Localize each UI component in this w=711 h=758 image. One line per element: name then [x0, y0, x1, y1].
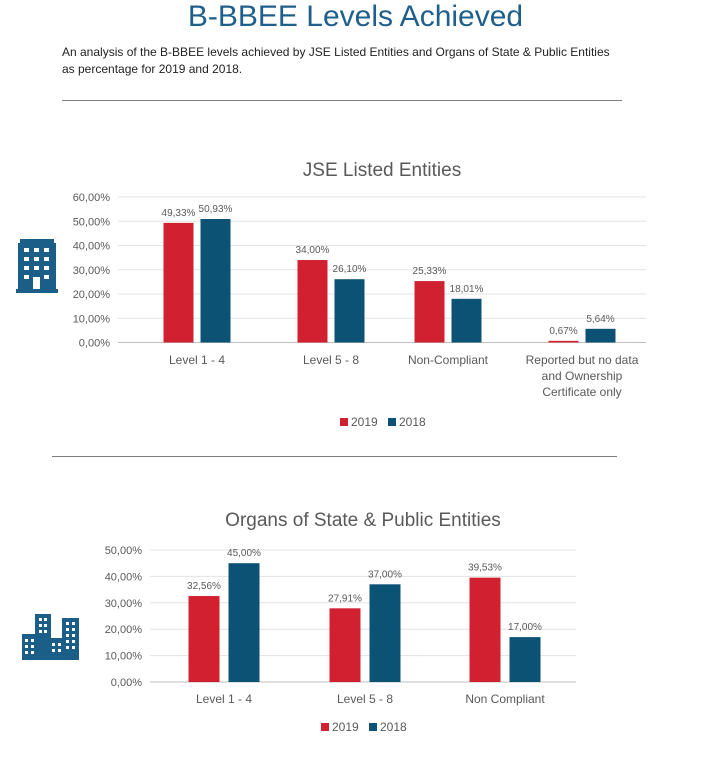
bar-2018-1 — [369, 584, 401, 682]
y-tick-label: 0,00% — [79, 338, 110, 350]
y-tick-label: 30,00% — [105, 598, 143, 610]
y-tick-label: 10,00% — [73, 313, 111, 325]
x-tick-label: Level 5 - 8 — [337, 692, 393, 706]
bar-2018-3 — [585, 328, 616, 343]
x-tick-label: Reported but no data and Ownership Certifi… — [526, 353, 639, 399]
data-label: 50,93% — [199, 204, 233, 215]
bar-2019-3 — [548, 340, 579, 343]
bar-2019-0 — [163, 222, 194, 343]
legend-swatch-2018 — [388, 418, 396, 426]
legend-label: 2018 — [399, 415, 426, 429]
chart-title: Organs of State & Public Entities — [225, 510, 501, 531]
x-tick-label: Level 1 - 4 — [169, 353, 225, 367]
legend-swatch-2019 — [340, 418, 348, 426]
y-tick-label: 40,00% — [105, 571, 143, 583]
y-tick-label: 30,00% — [73, 265, 111, 277]
bar-2019-2 — [469, 577, 501, 682]
bar-2019-2 — [414, 281, 445, 343]
bar-2018-2 — [509, 637, 541, 682]
bar-2018-2 — [451, 298, 482, 343]
data-label: 26,10% — [333, 264, 367, 275]
bar-2019-1 — [329, 608, 361, 682]
data-label: 45,00% — [227, 548, 261, 559]
divider-top — [62, 100, 622, 101]
data-label: 27,91% — [328, 593, 362, 604]
x-tick-label: Non Compliant — [465, 692, 545, 706]
office-building-icon — [16, 239, 58, 293]
legend-label: 2018 — [380, 720, 407, 734]
x-tick-label: Level 1 - 4 — [196, 692, 252, 706]
bar-2019-1 — [297, 260, 328, 343]
data-label: 37,00% — [368, 569, 402, 580]
divider-middle — [52, 456, 617, 457]
data-label: 32,56% — [187, 581, 221, 592]
bar-2018-0 — [228, 563, 260, 682]
organs-of-state-chart: Organs of State & Public Entities 0,00% 10… — [105, 510, 576, 734]
x-tick-label: Non-Compliant — [408, 353, 489, 367]
data-label: 17,00% — [508, 622, 542, 633]
y-tick-label: 20,00% — [105, 624, 143, 636]
bar-2019-0 — [188, 596, 220, 682]
page-subtitle: An analysis of the B-BBEE levels achieve… — [62, 45, 610, 76]
y-tick-label: 0,00% — [111, 677, 142, 689]
bar-2018-1 — [334, 279, 365, 343]
data-label: 34,00% — [296, 245, 330, 256]
data-label: 5,64% — [586, 314, 614, 325]
legend-label: 2019 — [332, 720, 359, 734]
y-tick-label: 20,00% — [73, 289, 111, 301]
y-tick-label: 40,00% — [73, 241, 111, 253]
legend-swatch-2018 — [369, 723, 377, 731]
x-tick-label: Level 5 - 8 — [303, 353, 359, 367]
data-label: 39,53% — [468, 563, 502, 574]
page-title: B-BBEE Levels Achieved — [187, 0, 524, 33]
y-tick-label: 50,00% — [105, 545, 143, 557]
chart-title: JSE Listed Entities — [303, 160, 461, 181]
bar-2018-0 — [200, 218, 231, 343]
data-label: 18,01% — [450, 284, 484, 295]
legend-label: 2019 — [351, 415, 378, 429]
data-label: 25,33% — [413, 266, 447, 277]
y-tick-label: 60,00% — [73, 192, 111, 204]
city-buildings-icon — [22, 614, 79, 660]
data-label: 49,33% — [162, 208, 196, 219]
data-label: 0,67% — [549, 326, 577, 337]
y-tick-label: 10,00% — [105, 651, 143, 663]
jse-listed-entities-chart: JSE Listed Entities 0,00% 10,00% 20,00% 30,0… — [73, 160, 646, 429]
legend-swatch-2019 — [321, 723, 329, 731]
y-tick-label: 50,00% — [73, 216, 111, 228]
